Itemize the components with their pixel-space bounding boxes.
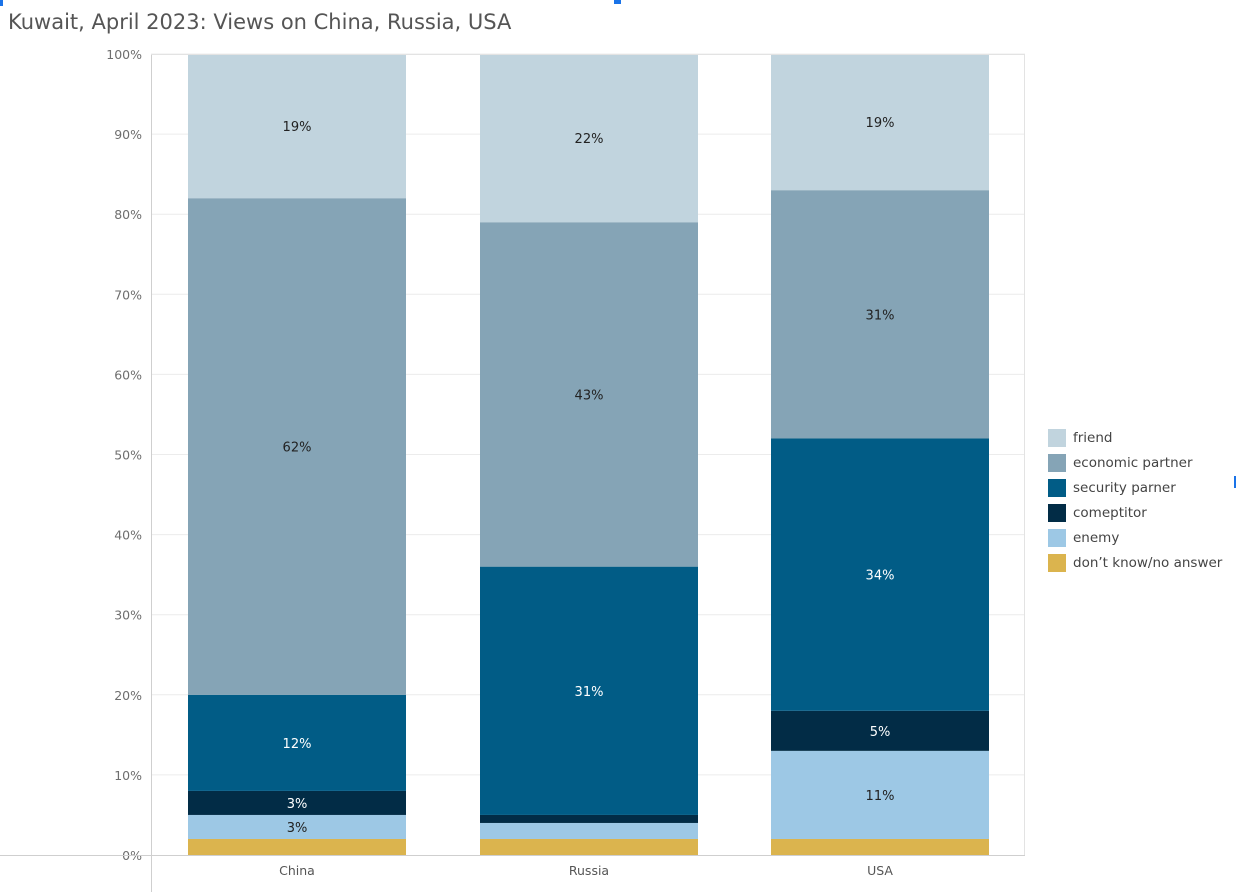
y-tick-label: 80% [114,207,142,222]
bar-segment [771,838,989,855]
legend-swatch [1048,428,1066,447]
chart-title: Kuwait, April 2023: Views on China, Russ… [8,10,512,34]
legend-swatch [1048,453,1066,472]
y-tick-label: 70% [114,287,142,302]
legend-label: friend [1073,429,1113,446]
y-tick-label: 20% [114,688,142,703]
segment-labels: 3% 3% 12% 62% 19% 31% 43% 22% 11% 5% 34% 31% 19% [283,116,895,836]
legend-item[interactable]: enemy [1048,525,1222,550]
bar-segment [771,750,989,839]
legend-swatch [1048,553,1066,572]
bar-segment [480,222,698,567]
bar-segment [480,814,698,823]
bar-segment [188,790,406,815]
bar-segment [188,694,406,791]
x-tick-label: USA [867,863,893,878]
y-tick-label: 100% [106,47,142,62]
legend-item[interactable]: economic partner [1048,450,1222,475]
x-tick-label: China [279,863,315,878]
y-tick-label: 30% [114,608,142,623]
data-label: 31% [575,685,604,700]
data-label: 19% [866,116,895,131]
x-tick-label: Russia [569,863,609,878]
bar-segment [771,710,989,751]
data-label: 3% [287,797,308,812]
bar-segment [188,54,406,199]
bar-segment [480,822,698,839]
legend-label: enemy [1073,529,1120,546]
selection-handle [1234,476,1236,488]
bar-segment [188,198,406,695]
data-label: 12% [283,737,312,752]
y-tick-label: 50% [114,448,142,463]
bar-segment [771,190,989,439]
data-label: 22% [575,132,604,147]
data-label: 31% [866,308,895,323]
legend-label: don’t know/no answer [1073,554,1223,571]
legend-label: economic partner [1073,454,1193,471]
y-tick-label: 60% [114,367,142,382]
data-label: 3% [287,821,308,836]
y-tick-label: 10% [114,768,142,783]
legend-item[interactable]: security parner [1048,475,1222,500]
legend-swatch [1048,503,1066,522]
data-label: 19% [283,120,312,135]
legend-label: security parner [1073,479,1176,496]
selection-handle [614,0,621,4]
data-label: 5% [870,725,891,740]
legend-swatch [1048,478,1066,497]
bar-segment [480,838,698,855]
data-label: 43% [575,388,604,403]
legend-item[interactable]: don’t know/no answer [1048,550,1222,575]
bar-segment [771,54,989,191]
data-label: 34% [866,569,895,584]
selection-handle [0,0,3,6]
legend-item[interactable]: friend [1048,425,1222,450]
bars [188,54,989,855]
bar-segment [480,566,698,815]
data-label: 11% [866,789,895,804]
legend-item[interactable]: comeptitor [1048,500,1222,525]
data-label: 62% [283,440,312,455]
bar-segment [480,54,698,223]
axes: 0%10%20%30%40%50%60%70%80%90%100%China Ru… [0,47,1025,892]
bar-segment [771,438,989,711]
bar-segment [188,838,406,855]
legend-label: comeptitor [1073,504,1147,521]
bar-segment [188,814,406,839]
legend: friend economic partner security parner com… [1048,425,1222,575]
y-tick-label: 40% [114,528,142,543]
y-tick-label: 90% [114,127,142,142]
legend-swatch [1048,528,1066,547]
